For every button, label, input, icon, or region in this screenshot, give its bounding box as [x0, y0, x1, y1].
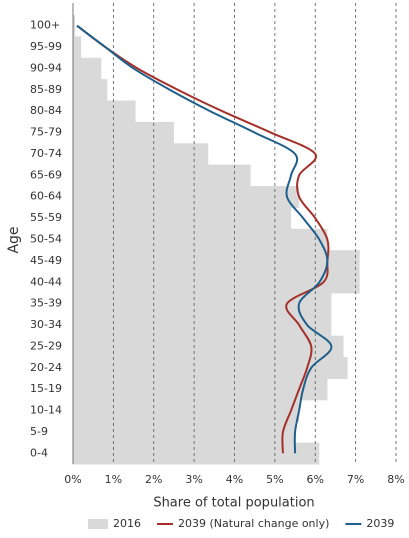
y-tick-label: 95-99: [30, 40, 62, 53]
bar: [73, 186, 300, 208]
bar: [73, 121, 174, 144]
bar: [73, 314, 332, 337]
y-tick-label: 30-34: [30, 318, 62, 331]
y-tick-label: 65-69: [30, 168, 62, 181]
bar: [73, 15, 76, 37]
x-tick-label: 7%: [347, 473, 364, 486]
legend-label: 2039: [366, 517, 394, 530]
y-tick-label: 80-84: [30, 104, 62, 117]
bar: [73, 378, 328, 401]
y-tick-label: 85-89: [30, 83, 62, 96]
x-tick-label: 5%: [266, 473, 283, 486]
y-tick-label: 20-24: [30, 361, 62, 374]
x-tick-label: 1%: [105, 473, 122, 486]
y-axis-label: Age: [6, 226, 22, 253]
legend-label: 2039 (Natural change only): [178, 517, 329, 530]
bar: [73, 207, 292, 230]
y-tick-label: 15-19: [30, 382, 62, 395]
bar: [73, 79, 108, 102]
bar: [73, 421, 296, 444]
y-tick-label: 100+: [30, 19, 60, 32]
x-tick-label: 4%: [226, 473, 243, 486]
bar: [73, 228, 328, 251]
x-tick-label: 6%: [307, 473, 324, 486]
x-tick-label: 0%: [64, 473, 81, 486]
bar: [73, 335, 344, 358]
y-tick-label: 0-4: [30, 446, 48, 459]
y-tick-label: 55-59: [30, 211, 62, 224]
y-tick-label: 35-39: [30, 297, 62, 310]
y-tick-label: 40-44: [30, 275, 62, 288]
y-tick-label: 25-29: [30, 339, 62, 352]
bar: [73, 292, 332, 315]
y-tick-label: 60-64: [30, 190, 62, 203]
y-tick-label: 70-74: [30, 147, 62, 160]
y-tick-label: 45-49: [30, 254, 62, 267]
y-tick-label: 90-94: [30, 61, 62, 74]
x-tick-label: 2%: [145, 473, 162, 486]
x-tick-label: 8%: [387, 473, 404, 486]
x-axis-label: Share of total population: [153, 496, 314, 511]
y-tick-label: 75-79: [30, 126, 62, 139]
bar: [73, 36, 82, 59]
bars: [73, 15, 360, 465]
bar: [73, 100, 136, 123]
bar: [73, 57, 102, 80]
bar: [73, 271, 360, 294]
bar: [73, 143, 209, 166]
legend-label: 2016: [113, 517, 141, 530]
bar: [73, 164, 251, 187]
line: [76, 24, 330, 454]
bar: [73, 442, 320, 465]
bar: [73, 357, 348, 379]
x-tick-label: 3%: [185, 473, 202, 486]
y-tick-label: 10-14: [30, 404, 62, 417]
line: [76, 24, 333, 454]
bar: [73, 250, 360, 273]
legend-swatch: [88, 519, 108, 529]
y-tick-label: 50-54: [30, 233, 62, 246]
y-tick-label: 5-9: [30, 425, 48, 438]
bar: [73, 399, 300, 422]
